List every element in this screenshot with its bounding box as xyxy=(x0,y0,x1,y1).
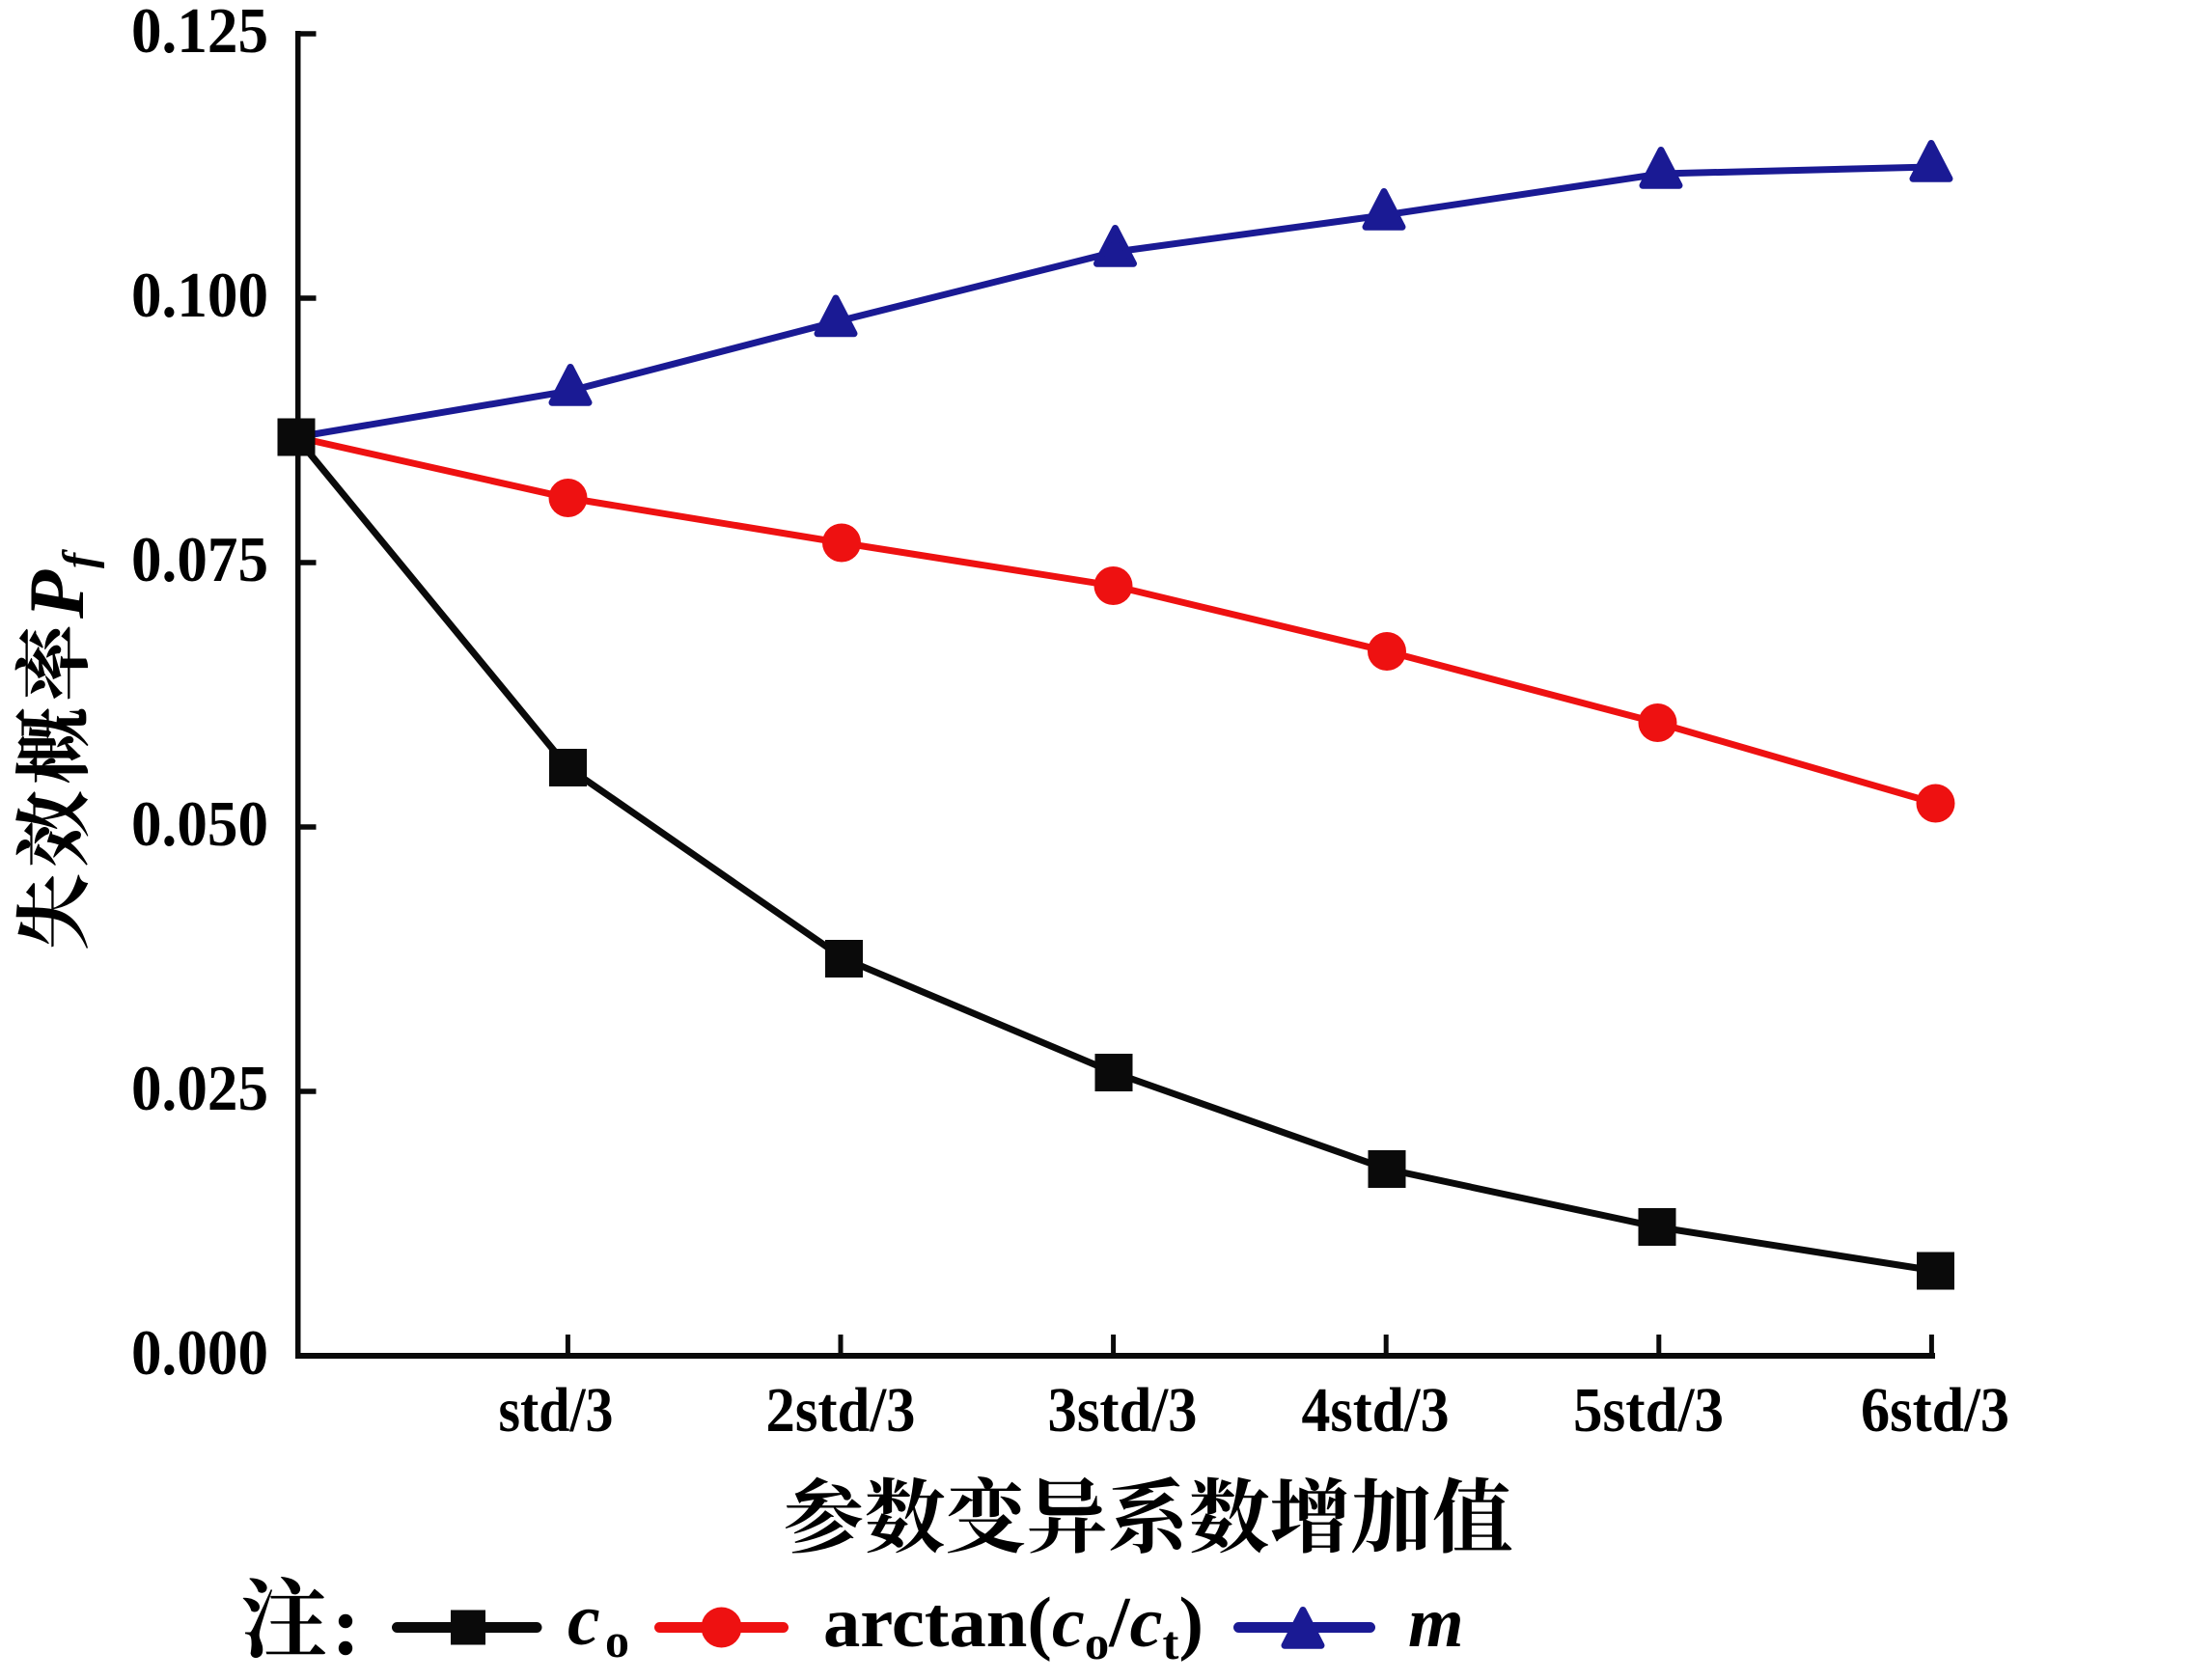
svg-text:m: m xyxy=(1408,1584,1464,1663)
svg-text:4std/3: 4std/3 xyxy=(1302,1375,1450,1446)
svg-text:3std/3: 3std/3 xyxy=(1048,1375,1198,1446)
svg-text:0.025: 0.025 xyxy=(131,1053,268,1124)
svg-text:0.125: 0.125 xyxy=(131,0,268,67)
svg-text:0.075: 0.075 xyxy=(131,524,268,595)
svg-text:6std/3: 6std/3 xyxy=(1861,1375,2009,1446)
svg-text:std/3: std/3 xyxy=(499,1375,614,1446)
svg-text:o: o xyxy=(605,1613,629,1667)
svg-text:0.050: 0.050 xyxy=(131,788,268,860)
svg-text:0.100: 0.100 xyxy=(131,260,268,331)
svg-text:P: P xyxy=(13,569,100,620)
svg-text:c: c xyxy=(567,1580,600,1661)
svg-text:5std/3: 5std/3 xyxy=(1573,1375,1724,1446)
svg-text:2std/3: 2std/3 xyxy=(766,1375,916,1446)
svg-text:0.000: 0.000 xyxy=(131,1317,268,1389)
svg-text:f: f xyxy=(54,549,105,568)
svg-text:arctan(co/ct): arctan(co/ct) xyxy=(823,1584,1204,1669)
